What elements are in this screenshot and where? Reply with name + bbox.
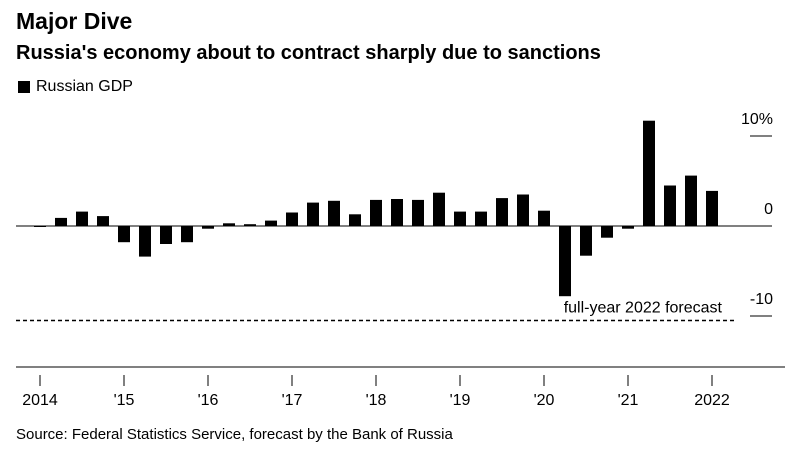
bar-32: [706, 190, 718, 226]
bar-3: [97, 216, 109, 226]
bar-4: [118, 226, 130, 243]
x-axis: 2014 '15 '16 '17 '18 '19 '20 '21 2022: [22, 375, 730, 409]
bar-12: [286, 212, 298, 226]
x-tick-label-8: 2022: [694, 392, 730, 409]
y-tick-label-2: -10: [750, 291, 773, 308]
bar-21: [475, 211, 487, 226]
source-note: Source: Federal Statistics Service, fore…: [16, 426, 453, 443]
bars-group: [34, 120, 718, 297]
bar-19: [433, 192, 445, 226]
bar-30: [664, 185, 676, 226]
chart-title: Major Dive: [16, 8, 133, 34]
bar-26: [580, 226, 592, 256]
bar-10: [244, 224, 256, 226]
bar-29: [643, 120, 655, 226]
y-tick-label-0: 10%: [741, 111, 773, 128]
bar-9: [223, 223, 235, 226]
bar-11: [265, 220, 277, 226]
bar-16: [370, 199, 382, 226]
bar-1: [55, 217, 67, 226]
bar-2: [76, 211, 88, 226]
bar-5: [139, 226, 151, 257]
legend-swatch-russian-gdp: [18, 81, 30, 93]
x-tick-label-5: '19: [450, 392, 471, 409]
legend-label-russian-gdp: Russian GDP: [36, 78, 133, 95]
bar-18: [412, 199, 424, 226]
bar-8: [202, 226, 214, 229]
x-tick-label-1: '15: [114, 392, 135, 409]
bar-22: [496, 198, 508, 226]
bar-20: [454, 211, 466, 226]
bar-24: [538, 210, 550, 226]
bar-27: [601, 226, 613, 238]
chart-subtitle: Russia's economy about to contract sharp…: [16, 42, 601, 64]
bar-7: [181, 226, 193, 243]
x-tick-label-6: '20: [534, 392, 555, 409]
x-tick-label-4: '18: [366, 392, 387, 409]
y-tick-label-1: 0: [764, 201, 773, 218]
bar-13: [307, 202, 319, 226]
bar-28: [622, 226, 634, 229]
bar-23: [517, 194, 529, 226]
bar-31: [685, 175, 697, 226]
bar-25: [559, 226, 571, 297]
legend: Russian GDP: [18, 78, 133, 96]
x-tick-label-2: '16: [198, 392, 219, 409]
bar-17: [391, 199, 403, 226]
bar-14: [328, 200, 340, 226]
x-tick-label-3: '17: [282, 392, 303, 409]
y-axis: 10% 0 -10: [741, 111, 773, 317]
bar-15: [349, 214, 361, 226]
x-tick-label-7: '21: [618, 392, 639, 409]
bar-6: [160, 226, 172, 244]
x-tick-label-0: 2014: [22, 392, 58, 409]
forecast-label: full-year 2022 forecast: [564, 300, 723, 317]
